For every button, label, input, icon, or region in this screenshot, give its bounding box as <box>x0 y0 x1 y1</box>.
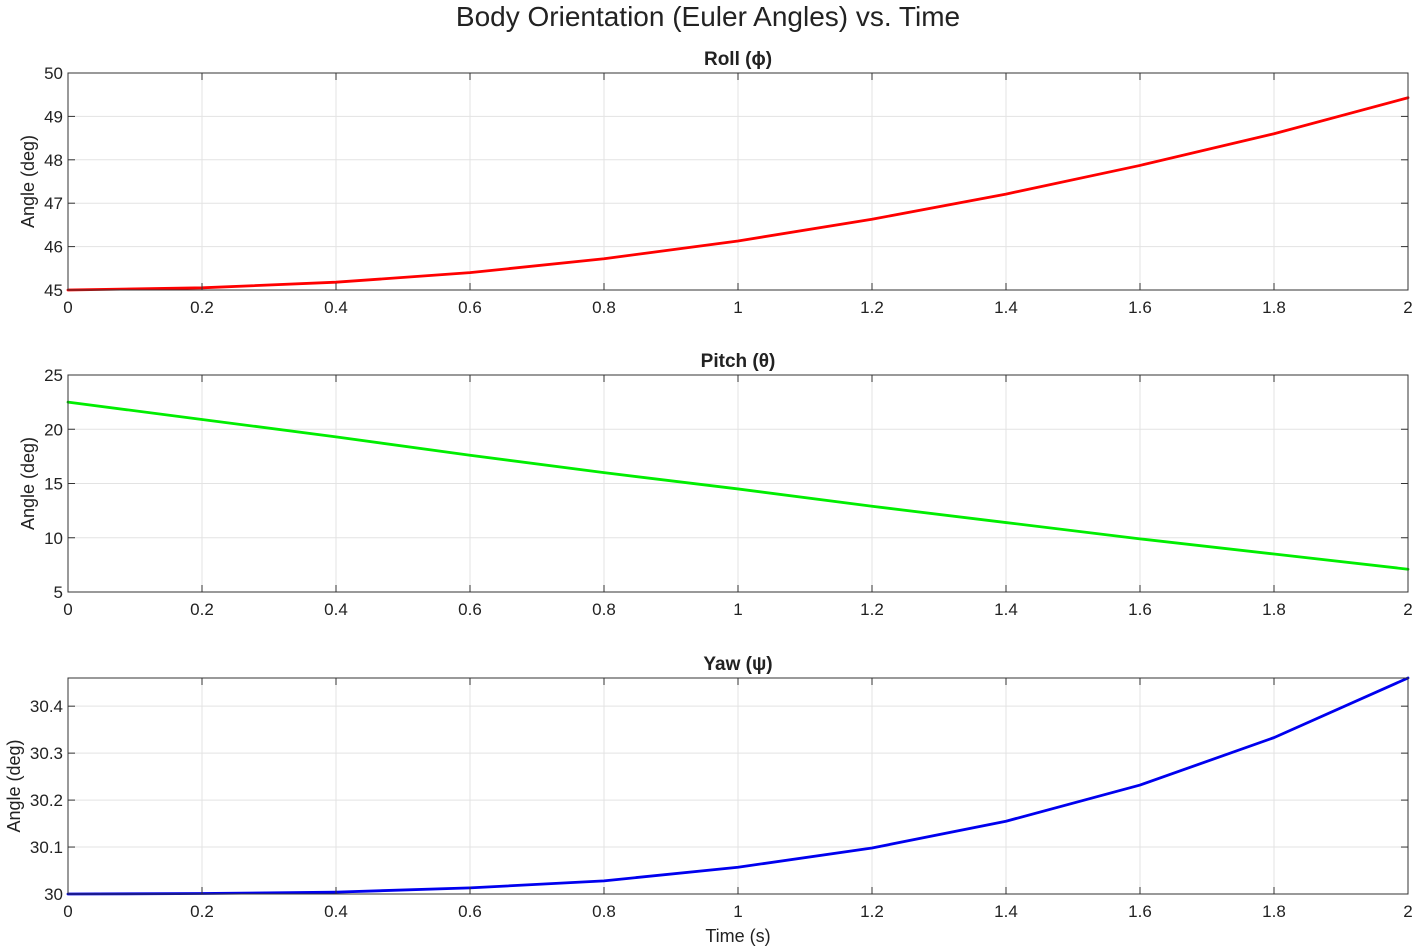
roll-y-tick-label: 50 <box>44 64 63 83</box>
roll-x-tick-label: 0 <box>63 298 72 317</box>
pitch-x-tick-label: 0.4 <box>324 600 348 619</box>
roll-series-line <box>66 96 1410 292</box>
yaw-x-tick-label: 2 <box>1403 902 1412 921</box>
yaw-y-tick-label: 30.4 <box>30 697 63 716</box>
pitch-y-tick-label: 25 <box>44 366 63 385</box>
roll-y-tick-label: 47 <box>44 194 63 213</box>
pitch-subplot: 0 0.2 0.4 0.6 0.8 1 1.2 1.4 1.6 1.8 2510152025Pitc… <box>18 351 1413 619</box>
yaw-x-tick-label: 0.8 <box>592 902 616 921</box>
pitch-series-line <box>66 400 1410 571</box>
yaw-subplot-title: Yaw (ψ) <box>703 654 772 675</box>
roll-x-tick-label: 1.8 <box>1262 298 1286 317</box>
yaw-x-tick-label: 1.8 <box>1262 902 1286 921</box>
figure-title: Body Orientation (Euler Angles) vs. Time <box>455 1 961 32</box>
pitch-x-tick-label: 0.6 <box>458 600 482 619</box>
pitch-y-tick-label: 15 <box>44 475 63 494</box>
yaw-x-tick-label: 1.6 <box>1128 902 1152 921</box>
yaw-y-tick-label: 30 <box>44 885 63 904</box>
pitch-x-tick-label: 0.2 <box>190 600 214 619</box>
pitch-y-tick-label: 10 <box>44 529 63 548</box>
roll-y-tick-label: 46 <box>44 238 63 257</box>
pitch-x-tick-label: 1 <box>733 600 742 619</box>
roll-subplot-title: Roll (ϕ) <box>704 49 772 70</box>
roll-x-tick-label: 1.2 <box>860 298 884 317</box>
yaw-x-tick-label: 0 <box>63 902 72 921</box>
yaw-y-tick-label: 30.1 <box>30 838 63 857</box>
yaw-x-tick-label: 0.2 <box>190 902 214 921</box>
yaw-y-axis-label: Angle (deg) <box>4 739 24 832</box>
roll-x-tick-label: 0.4 <box>324 298 348 317</box>
roll-x-tick-label: 2 <box>1403 298 1412 317</box>
pitch-x-tick-label: 0 <box>63 600 72 619</box>
pitch-y-tick-label: 20 <box>44 420 63 439</box>
yaw-y-tick-label: 30.3 <box>30 744 63 763</box>
yaw-x-axis-label: Time (s) <box>705 926 770 946</box>
roll-y-tick-label: 49 <box>44 107 63 126</box>
roll-y-tick-label: 48 <box>44 151 63 170</box>
roll-x-tick-label: 0.6 <box>458 298 482 317</box>
pitch-x-tick-label: 1.4 <box>994 600 1018 619</box>
pitch-y-axis-label: Angle (deg) <box>18 437 38 530</box>
pitch-x-tick-label: 2 <box>1403 600 1412 619</box>
roll-subplot: 0 0.2 0.4 0.6 0.8 1 1.2 1.4 1.6 1.8 2 45 46 47 48 49 50 R… <box>18 49 1413 317</box>
yaw-x-tick-label: 1.4 <box>994 902 1018 921</box>
pitch-x-tick-label: 1.8 <box>1262 600 1286 619</box>
pitch-subplot-title: Pitch (θ) <box>701 351 776 372</box>
yaw-y-tick-label: 30.2 <box>30 791 63 810</box>
roll-x-tick-label: 1.4 <box>994 298 1018 317</box>
yaw-subplot: 0 0.2 0.4 0.6 0.8 1 1.2 1.4 1.6 1.8 2 30 30.1 30.2 30.… <box>4 654 1413 946</box>
roll-x-tick-label: 1.6 <box>1128 298 1152 317</box>
roll-x-tick-label: 0.8 <box>592 298 616 317</box>
pitch-x-tick-label: 1.6 <box>1128 600 1152 619</box>
roll-y-axis-label: Angle (deg) <box>18 135 38 228</box>
pitch-x-tick-label: 0.8 <box>592 600 616 619</box>
yaw-x-tick-label: 0.6 <box>458 902 482 921</box>
yaw-x-tick-label: 1.2 <box>860 902 884 921</box>
yaw-x-tick-label: 1 <box>733 902 742 921</box>
roll-y-tick-label: 45 <box>44 281 63 300</box>
yaw-x-tick-label: 0.4 <box>324 902 348 921</box>
pitch-y-tick-label: 5 <box>54 583 63 602</box>
pitch-x-tick-label: 1.2 <box>860 600 884 619</box>
roll-x-tick-label: 0.2 <box>190 298 214 317</box>
roll-x-tick-label: 1 <box>733 298 742 317</box>
yaw-series-line <box>66 676 1410 896</box>
